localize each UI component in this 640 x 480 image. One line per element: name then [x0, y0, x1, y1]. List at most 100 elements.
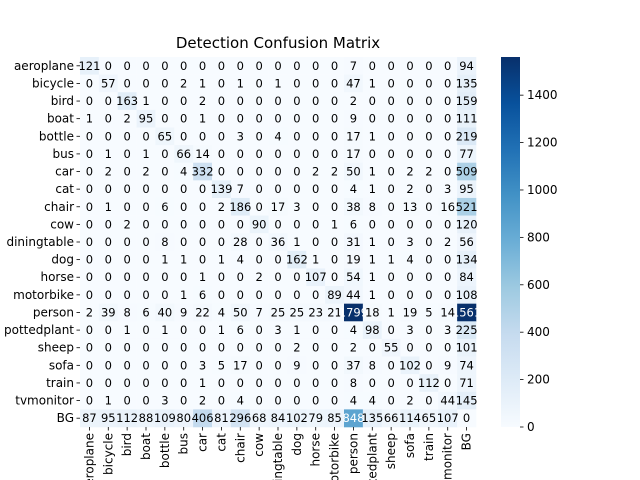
heatmap-cell-label: 0	[312, 76, 319, 90]
heatmap-cell-label: 71	[459, 376, 474, 390]
heatmap-cell-label: 0	[425, 182, 432, 196]
heatmap-cell-label: 0	[369, 217, 376, 231]
heatmap-cell-label: 0	[86, 165, 93, 179]
heatmap-cell-label: 0	[387, 129, 394, 143]
heatmap-cell-label: 0	[199, 323, 206, 337]
x-tick-label: sheep	[384, 433, 398, 469]
heatmap-cell-label: 0	[331, 270, 338, 284]
heatmap-cell-label: 0	[161, 288, 168, 302]
heatmap-cell-label: 0	[180, 270, 187, 284]
heatmap-cell-label: 0	[312, 182, 319, 196]
heatmap-cell-label: 0	[425, 129, 432, 143]
heatmap-cell-label: 111	[456, 112, 478, 126]
heatmap-cell-label: 0	[406, 217, 413, 231]
heatmap-cell-label: 4	[237, 253, 244, 267]
heatmap-cell-label: 225	[456, 323, 478, 337]
heatmap-cell-label: 509	[456, 165, 478, 179]
heatmap-cell-label: 0	[237, 288, 244, 302]
heatmap-cell-label: 3	[274, 323, 281, 337]
heatmap-cell-label: 1	[199, 76, 206, 90]
colorbar-tick-label: 600	[527, 278, 550, 292]
x-tick-label: dog	[290, 433, 304, 456]
heatmap-cell-label: 0	[331, 358, 338, 372]
heatmap-cell-label: 0	[425, 288, 432, 302]
heatmap-cell-label: 0	[237, 59, 244, 73]
heatmap-cell-label: 0	[425, 94, 432, 108]
heatmap-cell-label: 0	[274, 112, 281, 126]
heatmap-cell-label: 0	[387, 288, 394, 302]
heatmap-cell-label: 0	[444, 288, 451, 302]
heatmap-cell-label: 0	[331, 376, 338, 390]
heatmap-cell-label: 0	[312, 235, 319, 249]
heatmap-cell-label: 0	[387, 147, 394, 161]
heatmap-cell-label: 0	[255, 182, 262, 196]
heatmap-cell-label: 1	[218, 253, 225, 267]
heatmap-cell-label: 0	[123, 253, 130, 267]
heatmap-cell-label: 112	[418, 376, 440, 390]
heatmap-cell-label: 9	[293, 358, 300, 372]
heatmap-cell-label: 0	[274, 165, 281, 179]
heatmap-cell-label: 79	[308, 411, 323, 425]
heatmap-cell-label: 0	[387, 94, 394, 108]
heatmap-cell-label: 0	[331, 94, 338, 108]
heatmap-cell-label: 0	[255, 94, 262, 108]
y-tick-label: sofa	[49, 358, 74, 372]
heatmap-cell-label: 1	[369, 235, 376, 249]
heatmap-cell-label: 7	[255, 305, 262, 319]
heatmap-cell-label: 0	[293, 76, 300, 90]
heatmap-cell-label: 0	[180, 59, 187, 73]
heatmap-cell-label: 0	[218, 376, 225, 390]
heatmap-cell-label: 0	[218, 288, 225, 302]
heatmap-cell-label: 2	[293, 341, 300, 355]
heatmap-cell-label: 50	[346, 165, 361, 179]
heatmap-cell-label: 4	[369, 394, 376, 408]
heatmap-cell-label: 2	[142, 165, 149, 179]
heatmap-cell-label: 521	[456, 200, 478, 214]
x-tick-label: bird	[120, 433, 134, 456]
heatmap-cell-label: 0	[425, 323, 432, 337]
heatmap-cell-label: 0	[199, 59, 206, 73]
heatmap-cell-label: 0	[105, 112, 112, 126]
y-tick-label: tvmonitor	[15, 394, 74, 408]
heatmap-cell-label: 0	[425, 253, 432, 267]
heatmap-cell-label: 0	[105, 323, 112, 337]
heatmap-cell-label: 1	[369, 129, 376, 143]
heatmap-cell-label: 0	[369, 94, 376, 108]
heatmap-cell-label: 37	[346, 358, 361, 372]
x-tick-label: aeroplane	[82, 433, 96, 480]
heatmap-cell-label: 0	[444, 129, 451, 143]
heatmap-cell-label: 2	[105, 165, 112, 179]
heatmap-cell-label: 0	[293, 394, 300, 408]
heatmap-cell-label: 28	[233, 235, 248, 249]
heatmap-cell-label: 0	[142, 376, 149, 390]
heatmap-cell-label: 0	[255, 253, 262, 267]
heatmap-cell-label: 90	[252, 217, 267, 231]
x-tick-label: pottedplant	[365, 433, 379, 480]
heatmap-cell-label: 36	[271, 235, 286, 249]
heatmap-cell-label: 0	[463, 411, 470, 425]
heatmap-cell-label: 0	[274, 94, 281, 108]
heatmap-cell-label: 3	[199, 358, 206, 372]
heatmap-cell-label: 66	[384, 411, 399, 425]
heatmap-cell-label: 0	[444, 147, 451, 161]
heatmap-cell-label: 19	[346, 253, 361, 267]
heatmap-cell-label: 0	[274, 394, 281, 408]
colorbar-gradient	[501, 57, 520, 427]
heatmap-cell-label: 0	[387, 76, 394, 90]
heatmap-cell-label: 6	[142, 305, 149, 319]
heatmap-cell-label: 0	[387, 376, 394, 390]
heatmap-cell-label: 0	[105, 182, 112, 196]
heatmap-cell-label: 0	[123, 341, 130, 355]
heatmap-cell-label: 0	[293, 129, 300, 143]
heatmap-cell-label: 0	[331, 182, 338, 196]
heatmap-cell-label: 0	[274, 341, 281, 355]
heatmap-cell-label: 0	[142, 235, 149, 249]
heatmap-cell-label: 7	[350, 59, 357, 73]
heatmap-cell-label: 2	[255, 270, 262, 284]
y-tick-label: person	[33, 305, 74, 319]
heatmap-cell-label: 1	[199, 376, 206, 390]
heatmap-cell-label: 0	[123, 200, 130, 214]
heatmap-cell-label: 0	[161, 76, 168, 90]
heatmap-cell-label: 4	[237, 394, 244, 408]
